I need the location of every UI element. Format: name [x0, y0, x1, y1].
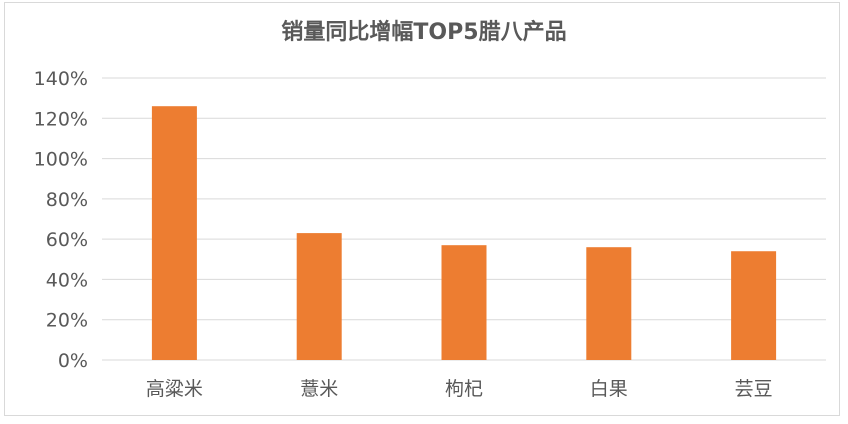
x-tick-label: 高粱米 — [146, 378, 203, 400]
y-tick-label: 0% — [58, 350, 88, 372]
y-tick-label: 20% — [46, 310, 88, 332]
y-axis-ticks: 0% 20% 40% 60% 80% 100% 120% 140% — [34, 68, 88, 372]
x-tick-label: 芸豆 — [735, 378, 773, 400]
y-tick-label: 40% — [46, 269, 88, 291]
bar — [151, 106, 197, 360]
x-tick-label: 薏米 — [300, 378, 338, 400]
y-tick-label: 100% — [34, 149, 88, 171]
y-tick-label: 60% — [46, 229, 88, 251]
bar — [731, 251, 777, 360]
chart-title: 销量同比增幅TOP5腊八产品 — [281, 20, 567, 45]
bar — [441, 245, 487, 360]
x-tick-label: 白果 — [590, 378, 628, 400]
bar — [586, 247, 632, 360]
chart-frame — [4, 2, 840, 416]
bars — [151, 106, 777, 360]
y-tick-label: 120% — [34, 108, 88, 130]
x-axis-ticks: 高粱米 薏米 枸杞 白果 芸豆 — [146, 378, 773, 400]
y-tick-label: 140% — [34, 68, 88, 90]
bar — [296, 233, 342, 360]
x-tick-label: 枸杞 — [445, 378, 483, 400]
y-tick-label: 80% — [46, 189, 88, 211]
